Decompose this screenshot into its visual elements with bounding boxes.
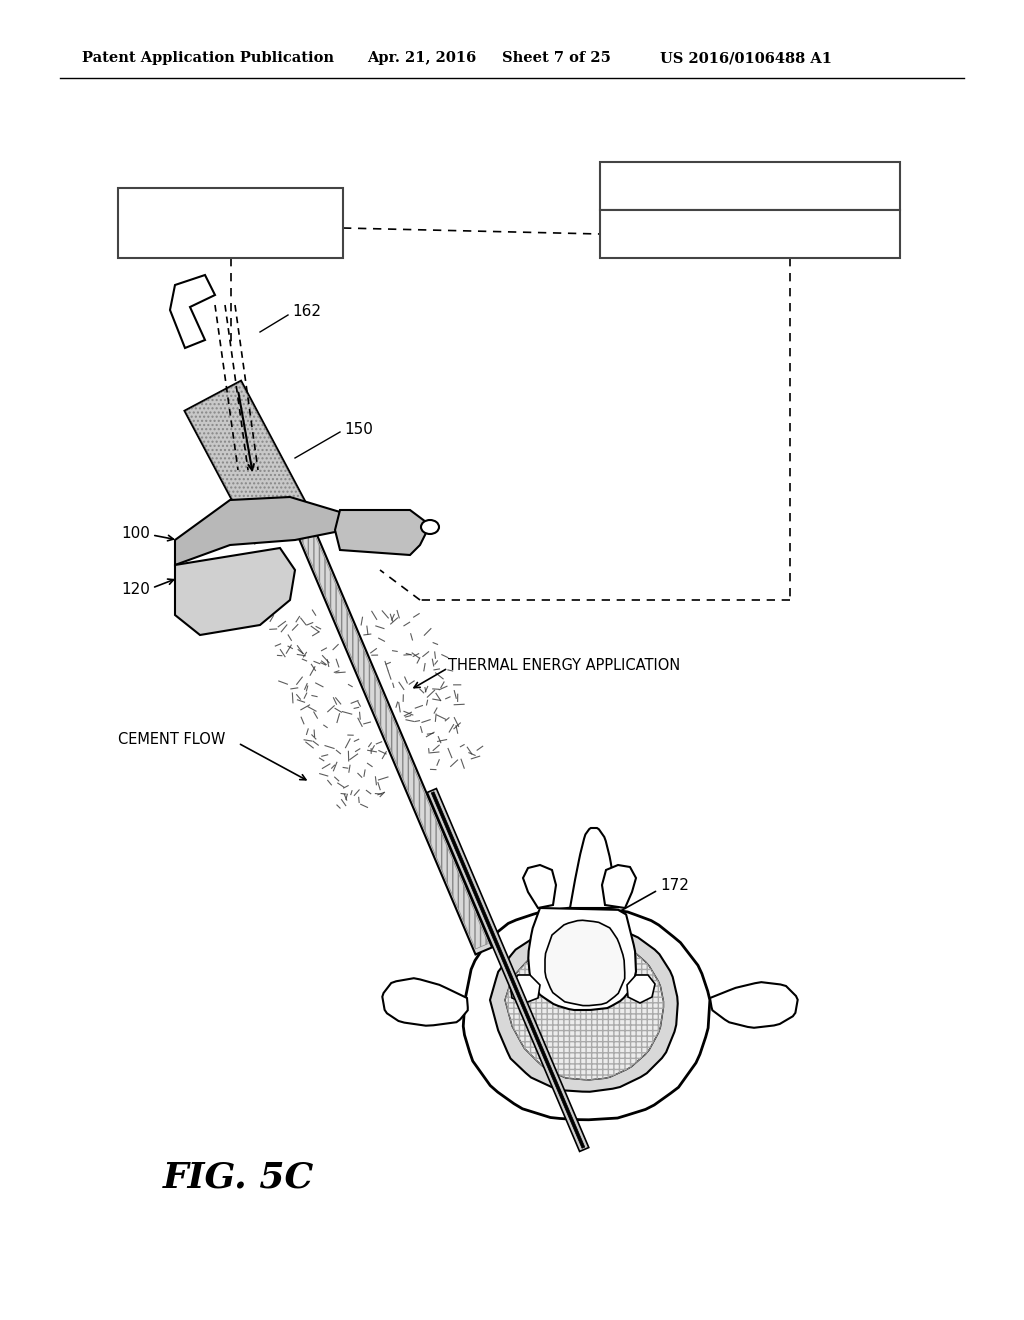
Text: 172: 172 xyxy=(660,878,689,892)
Bar xyxy=(600,210,900,257)
Polygon shape xyxy=(570,828,617,908)
Polygon shape xyxy=(505,940,664,1080)
Polygon shape xyxy=(463,908,710,1119)
Text: CONTROLLER 145: CONTROLLER 145 xyxy=(688,227,812,242)
Polygon shape xyxy=(184,380,311,544)
Ellipse shape xyxy=(421,520,439,535)
Text: Sheet 7 of 25: Sheet 7 of 25 xyxy=(502,51,611,65)
Polygon shape xyxy=(382,978,468,1026)
Text: PRESSURE
MECHANISM 160: PRESSURE MECHANISM 160 xyxy=(172,209,289,238)
Text: US 2016/0106488 A1: US 2016/0106488 A1 xyxy=(660,51,831,65)
Bar xyxy=(600,162,900,210)
Polygon shape xyxy=(170,275,215,348)
Polygon shape xyxy=(175,498,345,565)
Bar xyxy=(118,187,343,257)
Text: CEMENT FLOW: CEMENT FLOW xyxy=(118,733,225,747)
Polygon shape xyxy=(427,788,589,1151)
Polygon shape xyxy=(545,920,625,1006)
Polygon shape xyxy=(431,792,585,1148)
Polygon shape xyxy=(523,865,556,908)
Polygon shape xyxy=(710,982,798,1028)
Text: 120: 120 xyxy=(121,582,150,598)
Text: ELECTRICAL SOURCE 140: ELECTRICAL SOURCE 140 xyxy=(662,180,839,193)
Polygon shape xyxy=(490,927,678,1092)
Polygon shape xyxy=(335,510,430,554)
Text: 162: 162 xyxy=(292,305,321,319)
Polygon shape xyxy=(602,865,636,908)
Text: Patent Application Publication: Patent Application Publication xyxy=(82,51,334,65)
Polygon shape xyxy=(288,506,493,954)
Polygon shape xyxy=(528,908,636,1010)
Text: Apr. 21, 2016: Apr. 21, 2016 xyxy=(367,51,476,65)
Text: 100: 100 xyxy=(121,525,150,540)
Polygon shape xyxy=(175,548,295,635)
Text: THERMAL ENERGY APPLICATION: THERMAL ENERGY APPLICATION xyxy=(449,657,680,672)
Text: FIG. 5C: FIG. 5C xyxy=(163,1162,313,1195)
Text: 150: 150 xyxy=(344,422,373,437)
Polygon shape xyxy=(627,975,655,1003)
Polygon shape xyxy=(510,975,540,1003)
